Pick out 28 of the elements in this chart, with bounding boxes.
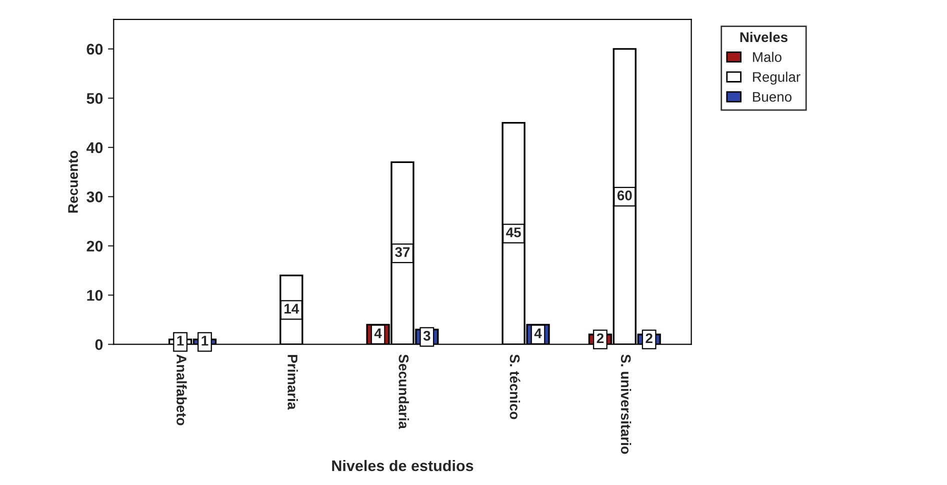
x-axis-title: Niveles de estudios xyxy=(332,460,474,472)
y-tick-label: 30 xyxy=(86,192,103,202)
y-tick-label: 50 xyxy=(86,93,103,104)
y-tick-label: 10 xyxy=(87,290,103,301)
y-axis-title: Recuento xyxy=(68,150,78,213)
y-tick-label: 40 xyxy=(86,142,103,154)
data-label: 2 xyxy=(646,333,652,344)
x-tick-label: S. universitario xyxy=(620,354,632,454)
y-tick-label: 60 xyxy=(86,44,103,55)
y-tick-label: 20 xyxy=(86,240,103,252)
data-label: 60 xyxy=(617,190,632,200)
legend-label: Bueno xyxy=(753,92,792,102)
data-label: 3 xyxy=(423,330,430,341)
data-label: 1 xyxy=(202,336,208,346)
data-label: 14 xyxy=(284,304,300,314)
legend-label: Malo xyxy=(753,52,782,62)
data-label: 4 xyxy=(374,328,382,338)
x-tick-label: Secundaria xyxy=(398,354,409,430)
legend-title: Niveles xyxy=(740,32,788,42)
data-label: 45 xyxy=(506,228,521,238)
legend-label: Regular xyxy=(753,72,800,85)
x-tick-label: Analfabeto xyxy=(176,354,187,426)
x-tick-label: S. técnico xyxy=(510,354,520,420)
data-label: 37 xyxy=(395,247,410,258)
data-label: 4 xyxy=(534,328,542,338)
data-label: 2 xyxy=(596,333,604,344)
y-tick-label: 0 xyxy=(95,339,103,350)
x-tick-label: Primaria xyxy=(288,355,298,410)
